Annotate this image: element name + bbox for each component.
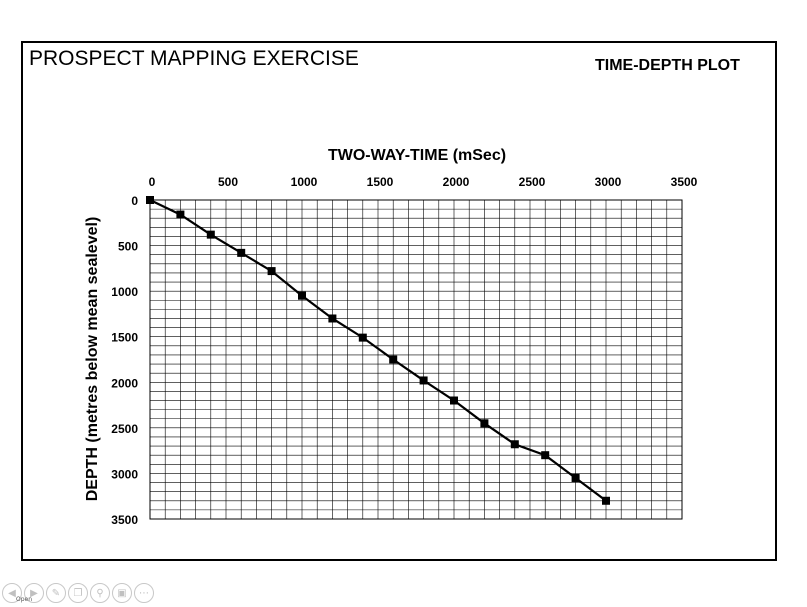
y-tick-label: 2500 xyxy=(111,422,138,436)
prev-arrow-icon[interactable]: ◀ xyxy=(2,583,22,603)
x-axis-title: TWO-WAY-TIME (mSec) xyxy=(328,147,506,164)
x-tick-label: 3500 xyxy=(671,175,698,189)
data-point-marker xyxy=(358,333,367,342)
data-point-marker xyxy=(389,355,398,364)
data-point-marker xyxy=(541,451,550,460)
zoom-icon[interactable]: ⚲ xyxy=(90,583,110,603)
plot-area-border xyxy=(149,199,683,520)
y-axis-title: DEPTH (metres below mean sealevel) xyxy=(84,217,101,502)
data-point-marker xyxy=(206,230,215,239)
y-tick-label: 1000 xyxy=(111,285,138,299)
x-tick-label: 1000 xyxy=(291,175,318,189)
slideshow-toolbar: ◀ ▶ ✎ ❐ ⚲ ▣ ⋯ xyxy=(2,582,155,604)
data-point-marker xyxy=(328,314,337,323)
copy-icon[interactable]: ❐ xyxy=(68,583,88,603)
data-point-marker xyxy=(419,376,428,385)
open-label: Open xyxy=(16,596,33,603)
data-point-marker xyxy=(480,419,489,428)
x-tick-label: 2000 xyxy=(443,175,470,189)
x-tick-label: 500 xyxy=(218,175,238,189)
data-point-marker xyxy=(176,210,185,219)
x-tick-labels: 0 500 1000 1500 2000 2500 3000 3500 xyxy=(149,175,698,189)
data-point-marker xyxy=(298,291,306,300)
data-point-marker xyxy=(146,196,154,204)
y-tick-label: 500 xyxy=(118,240,138,254)
y-tick-label: 3500 xyxy=(111,513,138,527)
x-tick-label: 3000 xyxy=(595,175,622,189)
x-tick-label: 2500 xyxy=(519,175,546,189)
slide-frame: PROSPECT MAPPING EXERCISE TIME-DEPTH PLO… xyxy=(21,41,777,561)
y-tick-label: 3000 xyxy=(111,467,138,481)
y-tick-label: 2000 xyxy=(111,376,138,390)
x-tick-label: 1500 xyxy=(367,175,394,189)
slide-title: PROSPECT MAPPING EXERCISE xyxy=(29,47,359,70)
data-point-marker xyxy=(510,440,519,449)
data-point-marker xyxy=(237,248,246,257)
more-icon[interactable]: ⋯ xyxy=(134,583,154,603)
slide-subtitle: TIME-DEPTH PLOT xyxy=(595,57,740,74)
data-point-marker xyxy=(602,496,610,505)
grid-lines xyxy=(149,199,683,520)
slide-icon[interactable]: ▣ xyxy=(112,583,132,603)
next-arrow-icon[interactable]: ▶ xyxy=(24,583,44,603)
data-point-marker xyxy=(571,473,580,482)
data-point-marker xyxy=(267,267,276,276)
data-point-marker xyxy=(450,396,458,405)
series-line xyxy=(149,199,607,502)
y-tick-label: 1500 xyxy=(111,331,138,345)
y-tick-label: 0 xyxy=(131,194,138,208)
pen-icon[interactable]: ✎ xyxy=(46,583,66,603)
x-tick-label: 0 xyxy=(149,175,156,189)
series-markers xyxy=(146,196,610,505)
time-depth-chart: 0 500 1000 1500 2000 2500 3000 3500 0 500 1000 150… xyxy=(84,147,698,527)
y-tick-labels: 0 500 1000 1500 2000 2500 3000 3500 xyxy=(111,194,138,527)
